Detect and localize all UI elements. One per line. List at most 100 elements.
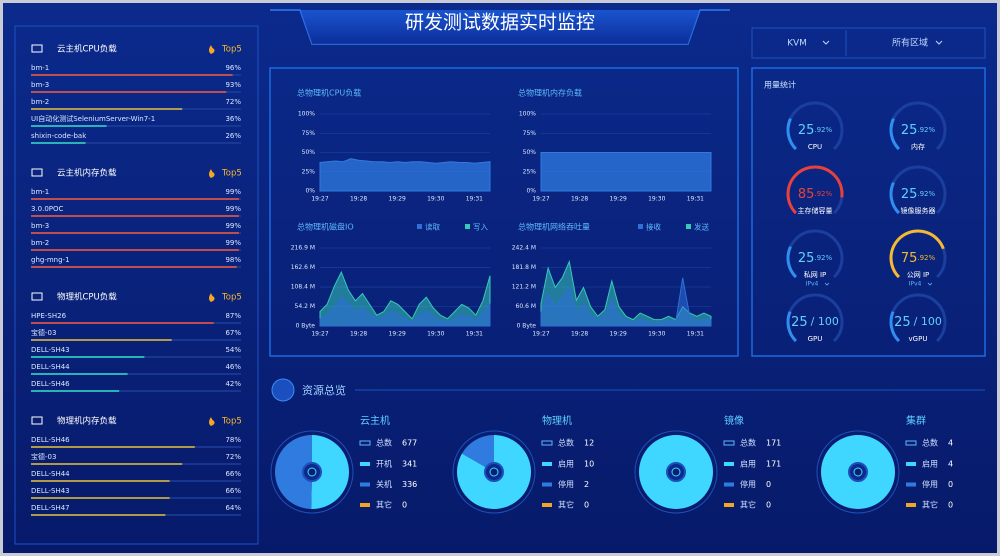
gauge-number: 25 bbox=[894, 315, 911, 330]
item-name: 宝德-03 bbox=[31, 452, 56, 461]
gauge-arc bbox=[889, 117, 901, 151]
legend-value: 0 bbox=[766, 501, 771, 510]
item-name: DELL-SH43 bbox=[31, 346, 70, 354]
load-bar bbox=[31, 215, 239, 217]
x-tick-label: 19:31 bbox=[466, 331, 483, 338]
section-title: 资源总览 bbox=[302, 383, 346, 397]
item-name: DELL-SH43 bbox=[31, 487, 70, 495]
gauge-name: 私网 IP bbox=[804, 270, 827, 279]
gauge-value: 25.92% bbox=[798, 251, 833, 266]
gauge-unit: / 100 bbox=[914, 315, 942, 328]
legend-swatch bbox=[359, 440, 371, 446]
flame-icon bbox=[209, 169, 215, 178]
legend-value: 12 bbox=[584, 439, 594, 448]
legend-swatch bbox=[638, 224, 643, 229]
group-title: 云主机 bbox=[360, 414, 390, 427]
item-value: 98% bbox=[225, 256, 241, 264]
gauge-arc bbox=[786, 165, 844, 215]
y-tick-label: 0 Byte bbox=[517, 323, 537, 330]
chart-title: 总物理机磁盘IO bbox=[297, 222, 354, 232]
series-area bbox=[540, 152, 712, 192]
left-panel bbox=[14, 25, 259, 545]
gauge-value: 85.92% bbox=[798, 187, 833, 202]
gauge-arc bbox=[786, 311, 798, 343]
load-bar bbox=[31, 232, 239, 234]
chart-title: 总物理机网络吞吐量 bbox=[518, 222, 590, 232]
header-plate bbox=[300, 10, 700, 44]
gauge-name: 公网 IP bbox=[907, 271, 930, 279]
item-value: 67% bbox=[225, 329, 241, 337]
legend-label: 读取 bbox=[425, 222, 440, 232]
panel-icon bbox=[31, 168, 43, 177]
legend-label: 总数 bbox=[376, 438, 392, 448]
load-bar bbox=[31, 91, 227, 93]
gauge-name: vGPU bbox=[909, 335, 928, 343]
item-name: HPE-SH26 bbox=[31, 312, 67, 320]
load-bar bbox=[31, 480, 170, 482]
gauge-number: 25 bbox=[901, 187, 918, 202]
gauge-number: 25 bbox=[798, 251, 815, 266]
x-tick-label: 19:31 bbox=[687, 331, 704, 338]
flame-icon bbox=[209, 45, 215, 54]
filter-label[interactable]: 所有区域 bbox=[892, 37, 928, 49]
legend-value: 171 bbox=[766, 439, 781, 448]
gauge-unit: .92% bbox=[814, 254, 832, 262]
legend-value: 677 bbox=[402, 439, 417, 448]
ranking-title: 云主机CPU负载 bbox=[57, 44, 117, 55]
y-tick-label: 181.8 M bbox=[512, 264, 536, 271]
load-bar bbox=[31, 497, 170, 499]
item-name: bm-1 bbox=[31, 64, 49, 72]
load-bar bbox=[31, 356, 145, 358]
x-tick-label: 19:29 bbox=[610, 196, 627, 203]
load-bar bbox=[31, 198, 239, 200]
legend-swatch bbox=[724, 503, 734, 507]
load-bar bbox=[31, 266, 237, 268]
gauge-unit: .92% bbox=[814, 126, 832, 134]
legend-label: 其它 bbox=[740, 500, 756, 510]
pie-hub-core bbox=[671, 467, 681, 477]
gauge-unit: / 100 bbox=[811, 315, 839, 328]
item-value: 72% bbox=[225, 98, 241, 106]
y-tick-label: 75% bbox=[302, 130, 316, 137]
legend-value: 0 bbox=[584, 501, 589, 510]
legend-label: 发送 bbox=[694, 222, 709, 232]
legend-label: 启用 bbox=[740, 459, 756, 469]
legend-label: 停用 bbox=[740, 479, 756, 489]
group-title: 集群 bbox=[906, 414, 926, 427]
gauge-value: 25.92% bbox=[901, 187, 936, 202]
filter-label[interactable]: KVM bbox=[787, 39, 807, 49]
item-value: 99% bbox=[225, 222, 241, 230]
legend-swatch bbox=[417, 224, 422, 229]
legend-value: 0 bbox=[402, 501, 407, 510]
ranking-badge: Top5 bbox=[221, 293, 242, 303]
x-tick-label: 19:27 bbox=[532, 196, 549, 203]
gauge-arc bbox=[786, 117, 798, 151]
item-value: 96% bbox=[225, 64, 241, 72]
load-bar bbox=[31, 339, 172, 341]
x-tick-label: 19:29 bbox=[389, 196, 406, 203]
legend-swatch bbox=[360, 462, 370, 466]
gauge-name: 内存 bbox=[911, 142, 925, 151]
pie-ring bbox=[270, 430, 354, 514]
item-name: DELL-SH47 bbox=[31, 504, 70, 512]
y-tick-label: 0 Byte bbox=[296, 323, 316, 330]
gauge-unit: .92% bbox=[917, 254, 935, 262]
ranking-badge: Top5 bbox=[221, 169, 242, 179]
series-area bbox=[319, 158, 491, 192]
legend-swatch bbox=[542, 482, 552, 487]
y-tick-label: 54.2 M bbox=[295, 303, 315, 310]
item-value: 64% bbox=[225, 504, 241, 512]
gauge-value: 25/ 100 bbox=[894, 315, 942, 330]
item-value: 72% bbox=[225, 453, 241, 461]
ranking-badge: Top5 bbox=[221, 417, 242, 427]
chevron bbox=[927, 282, 933, 286]
pie-slice bbox=[274, 435, 312, 509]
item-name: bm-3 bbox=[31, 222, 49, 230]
gauge-sub: IPv4 bbox=[806, 281, 819, 288]
pie-hub-core bbox=[307, 467, 317, 477]
item-name: 宝德-03 bbox=[31, 328, 56, 337]
pie-slice bbox=[461, 435, 494, 472]
load-bar bbox=[31, 463, 183, 465]
x-tick-label: 19:30 bbox=[427, 196, 444, 203]
panel-icon bbox=[31, 292, 43, 301]
